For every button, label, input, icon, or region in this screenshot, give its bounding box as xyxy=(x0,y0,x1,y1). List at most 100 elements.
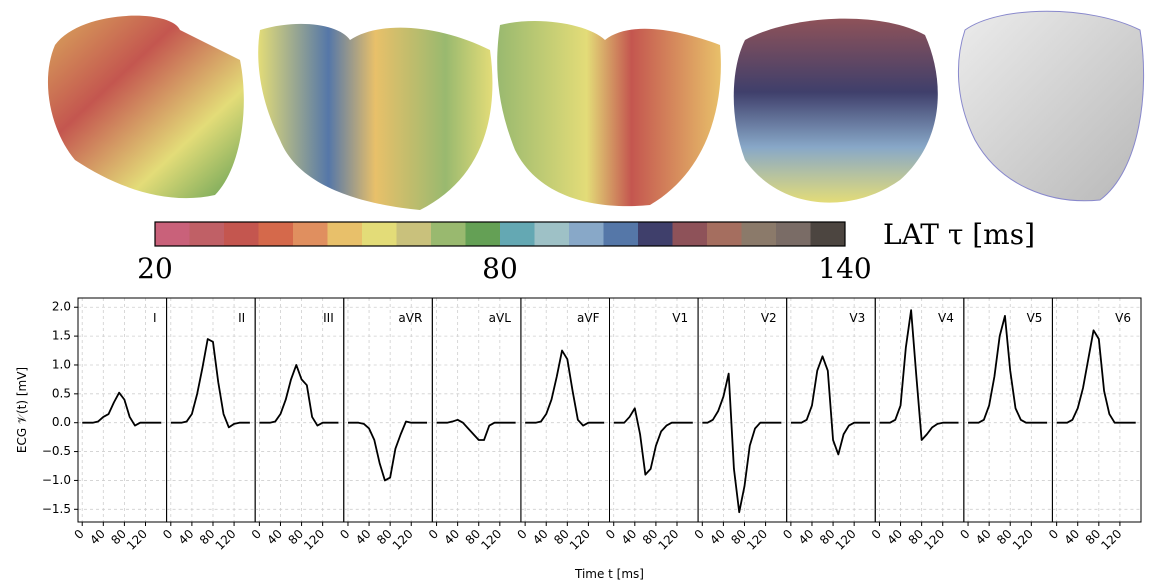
panel-frame xyxy=(609,297,699,523)
ecg-line xyxy=(879,309,959,441)
ecg-line xyxy=(82,391,162,427)
x-tick-label: 120 xyxy=(921,527,947,553)
panel-title: aVF xyxy=(577,311,600,325)
x-tick-label: 0 xyxy=(957,527,972,542)
panel-title: V2 xyxy=(761,311,777,325)
color-swatch xyxy=(431,222,466,246)
x-tick-label: 0 xyxy=(692,527,707,542)
panel-frame xyxy=(77,297,168,523)
x-tick-label: 40 xyxy=(884,527,905,548)
colorbar-tick-label: 140 xyxy=(818,252,871,285)
x-tick-label: 120 xyxy=(301,527,327,553)
x-tick-label: 0 xyxy=(780,527,795,542)
colorbar-tick-label: 80 xyxy=(482,252,518,285)
x-tick-label: 40 xyxy=(619,527,640,548)
colorbar-tick-label: 20 xyxy=(137,252,173,285)
y-tick-label: 0.5 xyxy=(52,386,71,400)
panel-title: I xyxy=(153,311,157,325)
x-tick-label: 0 xyxy=(1046,527,1061,542)
color-swatch xyxy=(741,222,777,246)
x-tick-label: 40 xyxy=(707,527,728,548)
heart-view xyxy=(958,10,1145,202)
ecg-line xyxy=(790,355,870,456)
y-tick-label: −1.5 xyxy=(42,502,71,516)
color-swatch xyxy=(534,222,570,246)
color-swatch xyxy=(707,222,742,246)
x-tick-label: 120 xyxy=(655,527,681,553)
x-tick-label: 0 xyxy=(603,527,618,542)
panel-frame xyxy=(963,297,1053,523)
color-swatch xyxy=(224,222,259,246)
x-tick-label: 0 xyxy=(514,527,529,542)
panel-title: V6 xyxy=(1115,311,1131,325)
heart-view xyxy=(497,20,721,207)
x-tick-label: 120 xyxy=(1010,527,1036,553)
color-swatch xyxy=(362,222,397,246)
x-tick-label: 0 xyxy=(72,527,87,542)
color-swatch xyxy=(810,222,846,246)
ecg-line xyxy=(702,372,782,514)
panel-frame xyxy=(431,297,522,523)
ecg-line xyxy=(347,420,428,482)
ecg-line xyxy=(968,315,1048,424)
ecg-line xyxy=(259,364,339,427)
y-tick-label: 1.5 xyxy=(52,329,71,343)
panel-title: II xyxy=(238,311,245,325)
x-tick-label: 120 xyxy=(478,527,504,553)
heart-view xyxy=(258,23,493,210)
colorbar-label: LAT τ [ms] xyxy=(883,218,1035,251)
x-tick-label: 40 xyxy=(176,527,197,548)
color-swatch xyxy=(189,222,225,246)
x-tick-label: 40 xyxy=(973,527,994,548)
color-swatch xyxy=(776,222,811,246)
panel-frame xyxy=(343,297,433,523)
x-tick-label: 0 xyxy=(160,527,175,542)
x-tick-label: 0 xyxy=(869,527,884,542)
color-swatch xyxy=(569,222,604,246)
colorbar: 20 80 140 LAT τ [ms] xyxy=(137,218,1035,285)
color-swatch xyxy=(327,222,363,246)
x-tick-label: 40 xyxy=(1062,527,1083,548)
color-swatch xyxy=(293,222,328,246)
heart-view xyxy=(47,15,244,199)
panel-frame xyxy=(166,297,256,523)
y-tick-label: 1.0 xyxy=(52,357,71,371)
x-tick-label: 40 xyxy=(87,527,108,548)
color-swatch xyxy=(465,222,501,246)
x-tick-label: 40 xyxy=(353,527,374,548)
panel-frame xyxy=(697,297,788,523)
panel-title: aVR xyxy=(398,311,422,325)
panel-title: V1 xyxy=(672,311,688,325)
ecg-line xyxy=(613,407,693,476)
color-swatch xyxy=(155,222,190,246)
color-swatch xyxy=(396,222,432,246)
x-axis-label: Time t [ms] xyxy=(574,567,644,581)
color-swatch xyxy=(672,222,708,246)
panel-title: V5 xyxy=(1027,311,1043,325)
x-tick-label: 0 xyxy=(337,527,352,542)
x-tick-label: 120 xyxy=(1098,527,1124,553)
panel-title: III xyxy=(323,311,334,325)
color-swatch xyxy=(258,222,294,246)
x-tick-label: 0 xyxy=(249,527,264,542)
color-swatch xyxy=(500,222,535,246)
x-tick-label: 40 xyxy=(796,527,817,548)
x-tick-label: 40 xyxy=(264,527,285,548)
x-tick-label: 40 xyxy=(442,527,463,548)
y-tick-label: 2.0 xyxy=(52,300,71,314)
ecg-line xyxy=(525,349,605,427)
x-tick-label: 0 xyxy=(426,527,441,542)
y-axis-label: ECG 𝒱(t) [mV] xyxy=(15,367,29,453)
y-tick-label: −1.0 xyxy=(42,473,71,487)
panel-frame xyxy=(254,297,345,523)
ecg-line xyxy=(170,338,250,429)
x-tick-label: 120 xyxy=(213,527,239,553)
heart-renders xyxy=(47,10,1145,210)
ecg-line xyxy=(1056,329,1136,424)
panel-title: V3 xyxy=(849,311,865,325)
x-tick-label: 120 xyxy=(744,527,770,553)
panel-frame xyxy=(520,297,611,523)
x-tick-label: 120 xyxy=(124,527,150,553)
